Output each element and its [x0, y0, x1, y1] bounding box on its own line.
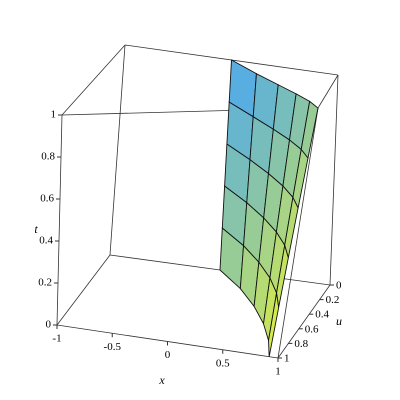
x-axis-label: x — [158, 373, 165, 387]
box-edge — [277, 107, 319, 359]
z-tick-label: 1 — [51, 109, 57, 121]
box-edge — [317, 74, 339, 109]
x-tick-label: 1 — [275, 366, 281, 378]
z-tick-label: 0.2 — [38, 277, 52, 289]
surface-cell — [300, 100, 319, 160]
box-edge — [329, 74, 339, 286]
box-edge — [109, 44, 126, 256]
box-edge — [56, 114, 63, 326]
box-edge — [61, 44, 126, 116]
axes: -1 -0.5 0 0.5 1 0 0.2 0.4 0.6 0.8 1 0 0.2 0.4 0.6 0.8 1 x… — [34, 109, 342, 387]
y-tick-label: 0 — [336, 280, 342, 292]
y-axis-label: u — [336, 314, 342, 328]
surface — [219, 59, 319, 357]
box-edge — [56, 254, 111, 326]
z-tick-label: 0 — [46, 319, 52, 331]
x-tick-label: -0.5 — [104, 341, 122, 353]
x-tick-label: 0.5 — [216, 357, 230, 369]
z-tick-label: 0.8 — [41, 151, 55, 163]
y-tick-label: 0.4 — [315, 309, 329, 321]
y-tick-label: 1 — [284, 353, 290, 365]
z-tick-label: 0.6 — [40, 193, 54, 205]
z-axis-label: t — [34, 222, 38, 236]
z-tick-label: 0.4 — [39, 235, 53, 247]
x-tick-label: 0 — [165, 349, 171, 361]
x-tick-label: -1 — [52, 333, 61, 345]
y-tick-label: 0.8 — [294, 338, 308, 350]
y-tick-label: 0.6 — [305, 323, 319, 335]
box-edge — [277, 284, 331, 359]
y-tick-label: 0.2 — [326, 294, 340, 306]
